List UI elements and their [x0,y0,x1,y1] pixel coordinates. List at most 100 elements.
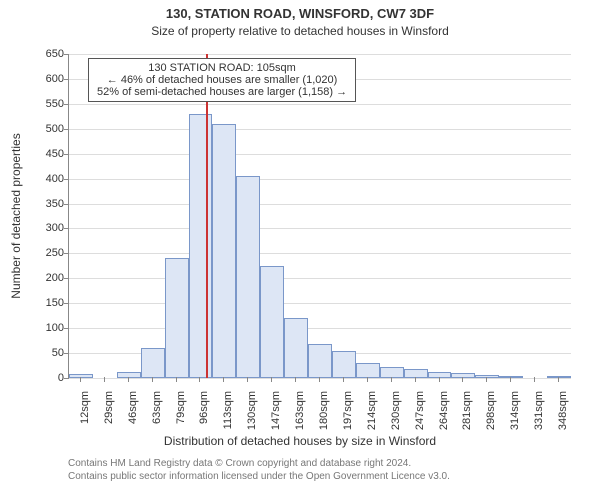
x-tick-label: 197sqm [342,391,354,430]
y-tick-mark [64,328,69,329]
gridline [69,278,571,279]
x-tick-mark [128,377,129,382]
x-tick-label: 96sqm [198,391,210,424]
y-tick-mark [64,54,69,55]
x-tick-label: 147sqm [270,391,282,430]
gridline [69,204,571,205]
x-tick-mark [343,377,344,382]
x-tick-mark [223,377,224,382]
x-tick-mark [558,377,559,382]
histogram-bar [308,344,332,378]
histogram-bar [236,176,260,378]
y-tick-label: 50 [52,347,64,359]
y-tick-label: 0 [58,372,64,384]
histogram-bar [189,114,213,378]
x-tick-mark [391,377,392,382]
gridline [69,253,571,254]
gridline [69,228,571,229]
x-tick-label: 348sqm [557,391,569,430]
y-tick-label: 400 [46,173,64,185]
x-tick-mark [152,377,153,382]
y-tick-mark [64,129,69,130]
x-tick-mark [486,377,487,382]
gridline [69,129,571,130]
y-tick-label: 300 [46,222,64,234]
x-tick-label: 63sqm [151,391,163,424]
x-tick-mark [439,377,440,382]
x-tick-mark [319,377,320,382]
marker-line [206,54,208,378]
x-tick-mark [367,377,368,382]
y-tick-mark [64,104,69,105]
x-tick-label: 79sqm [175,391,187,424]
x-tick-mark [199,377,200,382]
histogram-bar [141,348,165,378]
x-tick-label: 113sqm [222,391,234,429]
footer-line-2: Contains public sector information licen… [68,471,450,484]
x-tick-label: 281sqm [461,391,473,430]
x-tick-label: 264sqm [438,391,450,430]
y-tick-label: 450 [46,148,64,160]
x-tick-mark [104,377,105,382]
x-tick-mark [415,377,416,382]
gridline [69,54,571,55]
x-tick-mark [462,377,463,382]
info-line-1: 130 STATION ROAD: 105sqm [97,62,347,74]
x-tick-label: 247sqm [414,391,426,430]
chart-footer: Contains HM Land Registry data © Crown c… [68,458,450,483]
y-tick-label: 650 [46,48,64,60]
y-tick-mark [64,204,69,205]
x-tick-mark [534,377,535,382]
histogram-bar [165,258,189,378]
y-tick-label: 150 [46,297,64,309]
histogram-bar [332,351,356,378]
y-tick-label: 250 [46,247,64,259]
y-tick-mark [64,278,69,279]
y-tick-label: 200 [46,272,64,284]
x-tick-label: 180sqm [318,391,330,430]
histogram-bar [356,363,380,378]
x-tick-label: 130sqm [246,391,258,430]
x-tick-mark [271,377,272,382]
x-axis-ticks: 12sqm 29sqm 46sqm 63sqm 79sqm 96sqm 113sqm 130s… [68,378,570,438]
y-tick-label: 500 [46,123,64,135]
x-tick-label: 214sqm [366,391,378,430]
gridline [69,303,571,304]
footer-line-1: Contains HM Land Registry data © Crown c… [68,458,450,471]
y-tick-mark [64,179,69,180]
x-tick-label: 314sqm [509,391,521,430]
gridline [69,179,571,180]
x-tick-mark [80,377,81,382]
histogram-bar [212,124,236,378]
x-tick-mark [247,377,248,382]
x-tick-label: 12sqm [79,391,91,424]
x-tick-mark [295,377,296,382]
x-tick-label: 230sqm [390,391,402,430]
chart-plot-area [68,54,571,379]
x-axis-title: Distribution of detached houses by size … [0,434,600,448]
y-tick-mark [64,353,69,354]
chart-subtitle: Size of property relative to detached ho… [0,24,600,38]
chart-title: 130, STATION ROAD, WINSFORD, CW7 3DF [0,6,600,21]
y-tick-label: 550 [46,98,64,110]
y-tick-mark [64,253,69,254]
info-line-2: ← 46% of detached houses are smaller (1,… [97,74,347,86]
x-tick-label: 46sqm [127,391,139,424]
x-tick-label: 29sqm [103,391,115,424]
gridline [69,328,571,329]
x-tick-mark [510,377,511,382]
info-line-3: 52% of semi-detached houses are larger (… [97,86,347,98]
y-tick-mark [64,79,69,80]
page: { "title": "130, STATION ROAD, WINSFORD,… [0,0,600,500]
histogram-bar [260,266,284,378]
y-tick-label: 350 [46,198,64,210]
y-axis-ticks: 050100150200250300350400450500550600650 [0,54,68,378]
x-tick-label: 331sqm [533,391,545,430]
gridline [69,154,571,155]
x-tick-mark [176,377,177,382]
y-tick-mark [64,228,69,229]
histogram-bar [284,318,308,378]
y-tick-mark [64,154,69,155]
y-tick-label: 100 [46,322,64,334]
info-box: 130 STATION ROAD: 105sqm ← 46% of detach… [88,58,356,102]
